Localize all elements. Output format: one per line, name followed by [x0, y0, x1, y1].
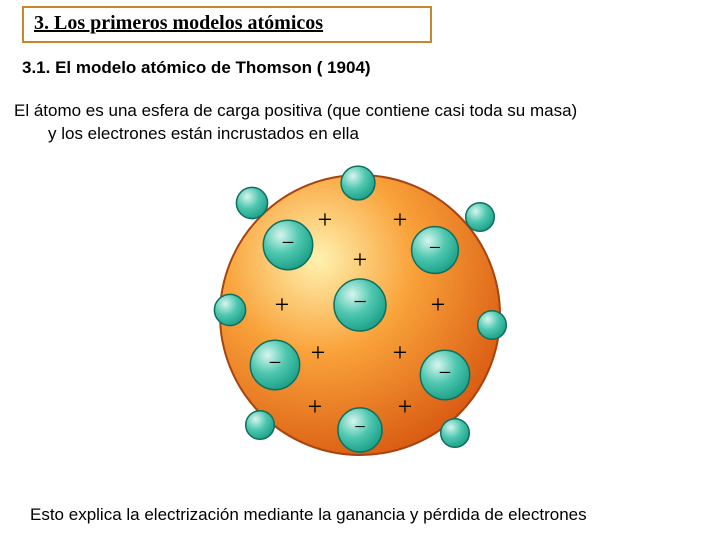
electron	[338, 408, 382, 452]
description-paragraph: El átomo es una esfera de carga positiva…	[14, 100, 706, 146]
electron	[263, 220, 312, 269]
description-line-2: y los electrones están incrustados en el…	[14, 123, 706, 146]
electron	[214, 294, 245, 325]
subsection-title: 3.1. El modelo atómico de Thomson ( 1904…	[22, 58, 371, 78]
electron	[478, 311, 507, 340]
conclusion-text: Esto explica la electrización mediante l…	[30, 505, 702, 525]
thomson-atom-diagram: +++++++++−−−−−−	[200, 155, 520, 475]
electron	[420, 350, 469, 399]
electron	[236, 187, 267, 218]
atom-svg	[200, 155, 520, 475]
electron	[441, 419, 470, 448]
electron	[341, 166, 375, 200]
electron	[250, 340, 299, 389]
section-title: 3. Los primeros modelos atómicos	[34, 12, 323, 34]
electron	[246, 411, 275, 440]
electron	[466, 203, 495, 232]
electron	[334, 279, 386, 331]
electron	[412, 227, 459, 274]
section-title-box: 3. Los primeros modelos atómicos	[22, 6, 432, 43]
description-line-1: El átomo es una esfera de carga positiva…	[14, 101, 577, 120]
